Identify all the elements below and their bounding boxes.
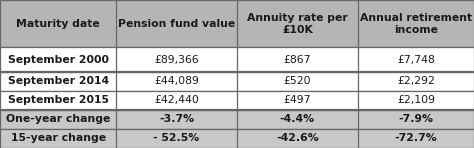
Text: -72.7%: -72.7%	[394, 133, 438, 144]
Text: £89,366: £89,366	[154, 55, 199, 65]
Text: Pension fund value: Pension fund value	[118, 19, 235, 29]
Text: -7.9%: -7.9%	[399, 115, 433, 124]
Text: 15-year change: 15-year change	[10, 133, 106, 144]
Text: -3.7%: -3.7%	[159, 115, 194, 124]
Text: £42,440: £42,440	[154, 95, 199, 106]
Text: Maturity date: Maturity date	[16, 19, 100, 29]
Text: -42.6%: -42.6%	[276, 133, 319, 144]
Text: September 2014: September 2014	[8, 77, 109, 86]
Text: £867: £867	[283, 55, 311, 65]
Bar	[0, 47, 474, 72]
Bar	[0, 72, 474, 91]
Text: £2,292: £2,292	[397, 77, 435, 86]
Bar	[0, 91, 474, 110]
Text: September 2000: September 2000	[8, 55, 109, 65]
Text: £7,748: £7,748	[397, 55, 435, 65]
Text: £520: £520	[283, 77, 311, 86]
Bar	[0, 0, 474, 47]
Text: Annuity rate per
£10K: Annuity rate per £10K	[247, 13, 348, 35]
Text: £497: £497	[283, 95, 311, 106]
Text: £44,089: £44,089	[154, 77, 199, 86]
Text: One-year change: One-year change	[6, 115, 110, 124]
Bar	[0, 129, 474, 148]
Text: September 2015: September 2015	[8, 95, 109, 106]
Text: -4.4%: -4.4%	[280, 115, 315, 124]
Text: £2,109: £2,109	[397, 95, 435, 106]
Text: Annual retirement
income: Annual retirement income	[360, 13, 472, 35]
Text: - 52.5%: - 52.5%	[154, 133, 200, 144]
Bar	[0, 110, 474, 129]
